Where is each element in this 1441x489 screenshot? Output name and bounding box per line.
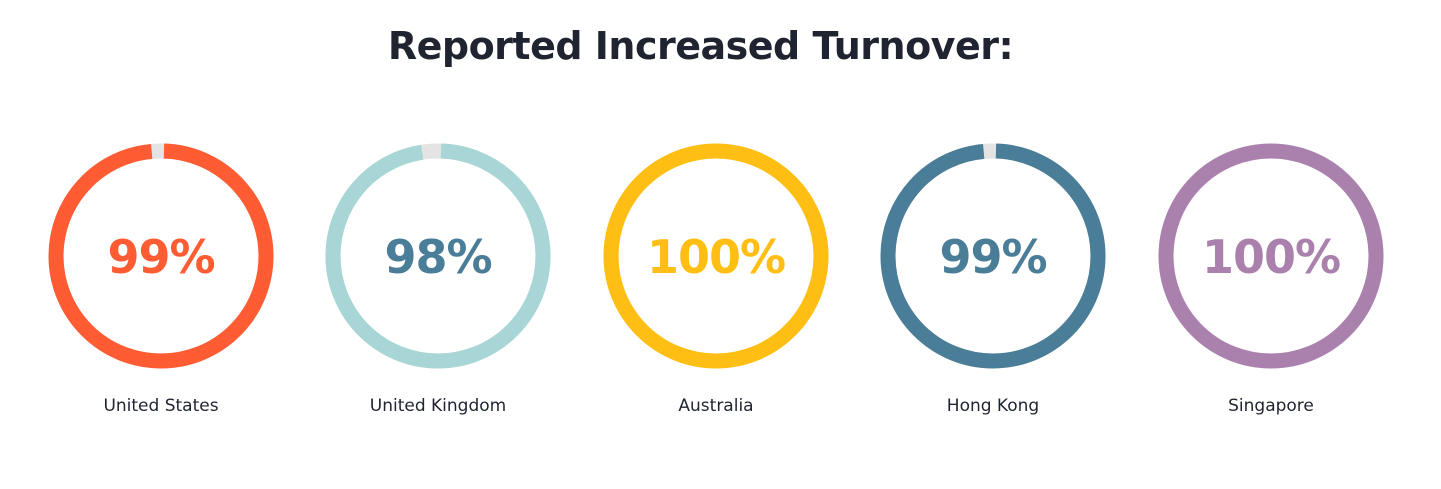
- value-label-united-states: 99%: [107, 230, 214, 284]
- donut-svg-hong-kong: 99%: [880, 143, 1106, 369]
- donut-svg-singapore: 100%: [1158, 143, 1384, 369]
- donut-arc-united-states: [48, 143, 274, 369]
- donut-singapore: 100%: [1153, 138, 1389, 374]
- value-label-australia: 100%: [647, 230, 785, 284]
- donut-svg-australia: 100%: [603, 143, 829, 369]
- donut-arc-australia: [603, 143, 829, 369]
- category-label-singapore: Singapore: [1228, 396, 1314, 416]
- donut-arc-singapore: [1158, 143, 1384, 369]
- donut-arc-hong-kong: [880, 143, 1106, 369]
- chart-title: Reported Increased Turnover:: [387, 24, 1014, 68]
- category-label-hong-kong: Hong Kong: [946, 396, 1040, 416]
- donut-hong-kong: 99%: [875, 138, 1111, 374]
- donut-united-kingdom: 98%: [320, 138, 556, 374]
- donut-svg-united-kingdom: 98%: [325, 143, 551, 369]
- donut-arc-united-kingdom: [325, 143, 551, 369]
- category-label-united-states: United States: [103, 396, 219, 416]
- category-label-australia: Australia: [678, 396, 754, 416]
- donut-svg-united-states: 99%: [48, 143, 274, 369]
- donut-united-states: 99%: [43, 138, 279, 374]
- value-label-hong-kong: 99%: [939, 230, 1046, 284]
- category-label-united-kingdom: United Kingdom: [369, 396, 507, 416]
- value-label-united-kingdom: 98%: [384, 230, 491, 284]
- donut-australia: 100%: [598, 138, 834, 374]
- value-label-singapore: 100%: [1202, 230, 1340, 284]
